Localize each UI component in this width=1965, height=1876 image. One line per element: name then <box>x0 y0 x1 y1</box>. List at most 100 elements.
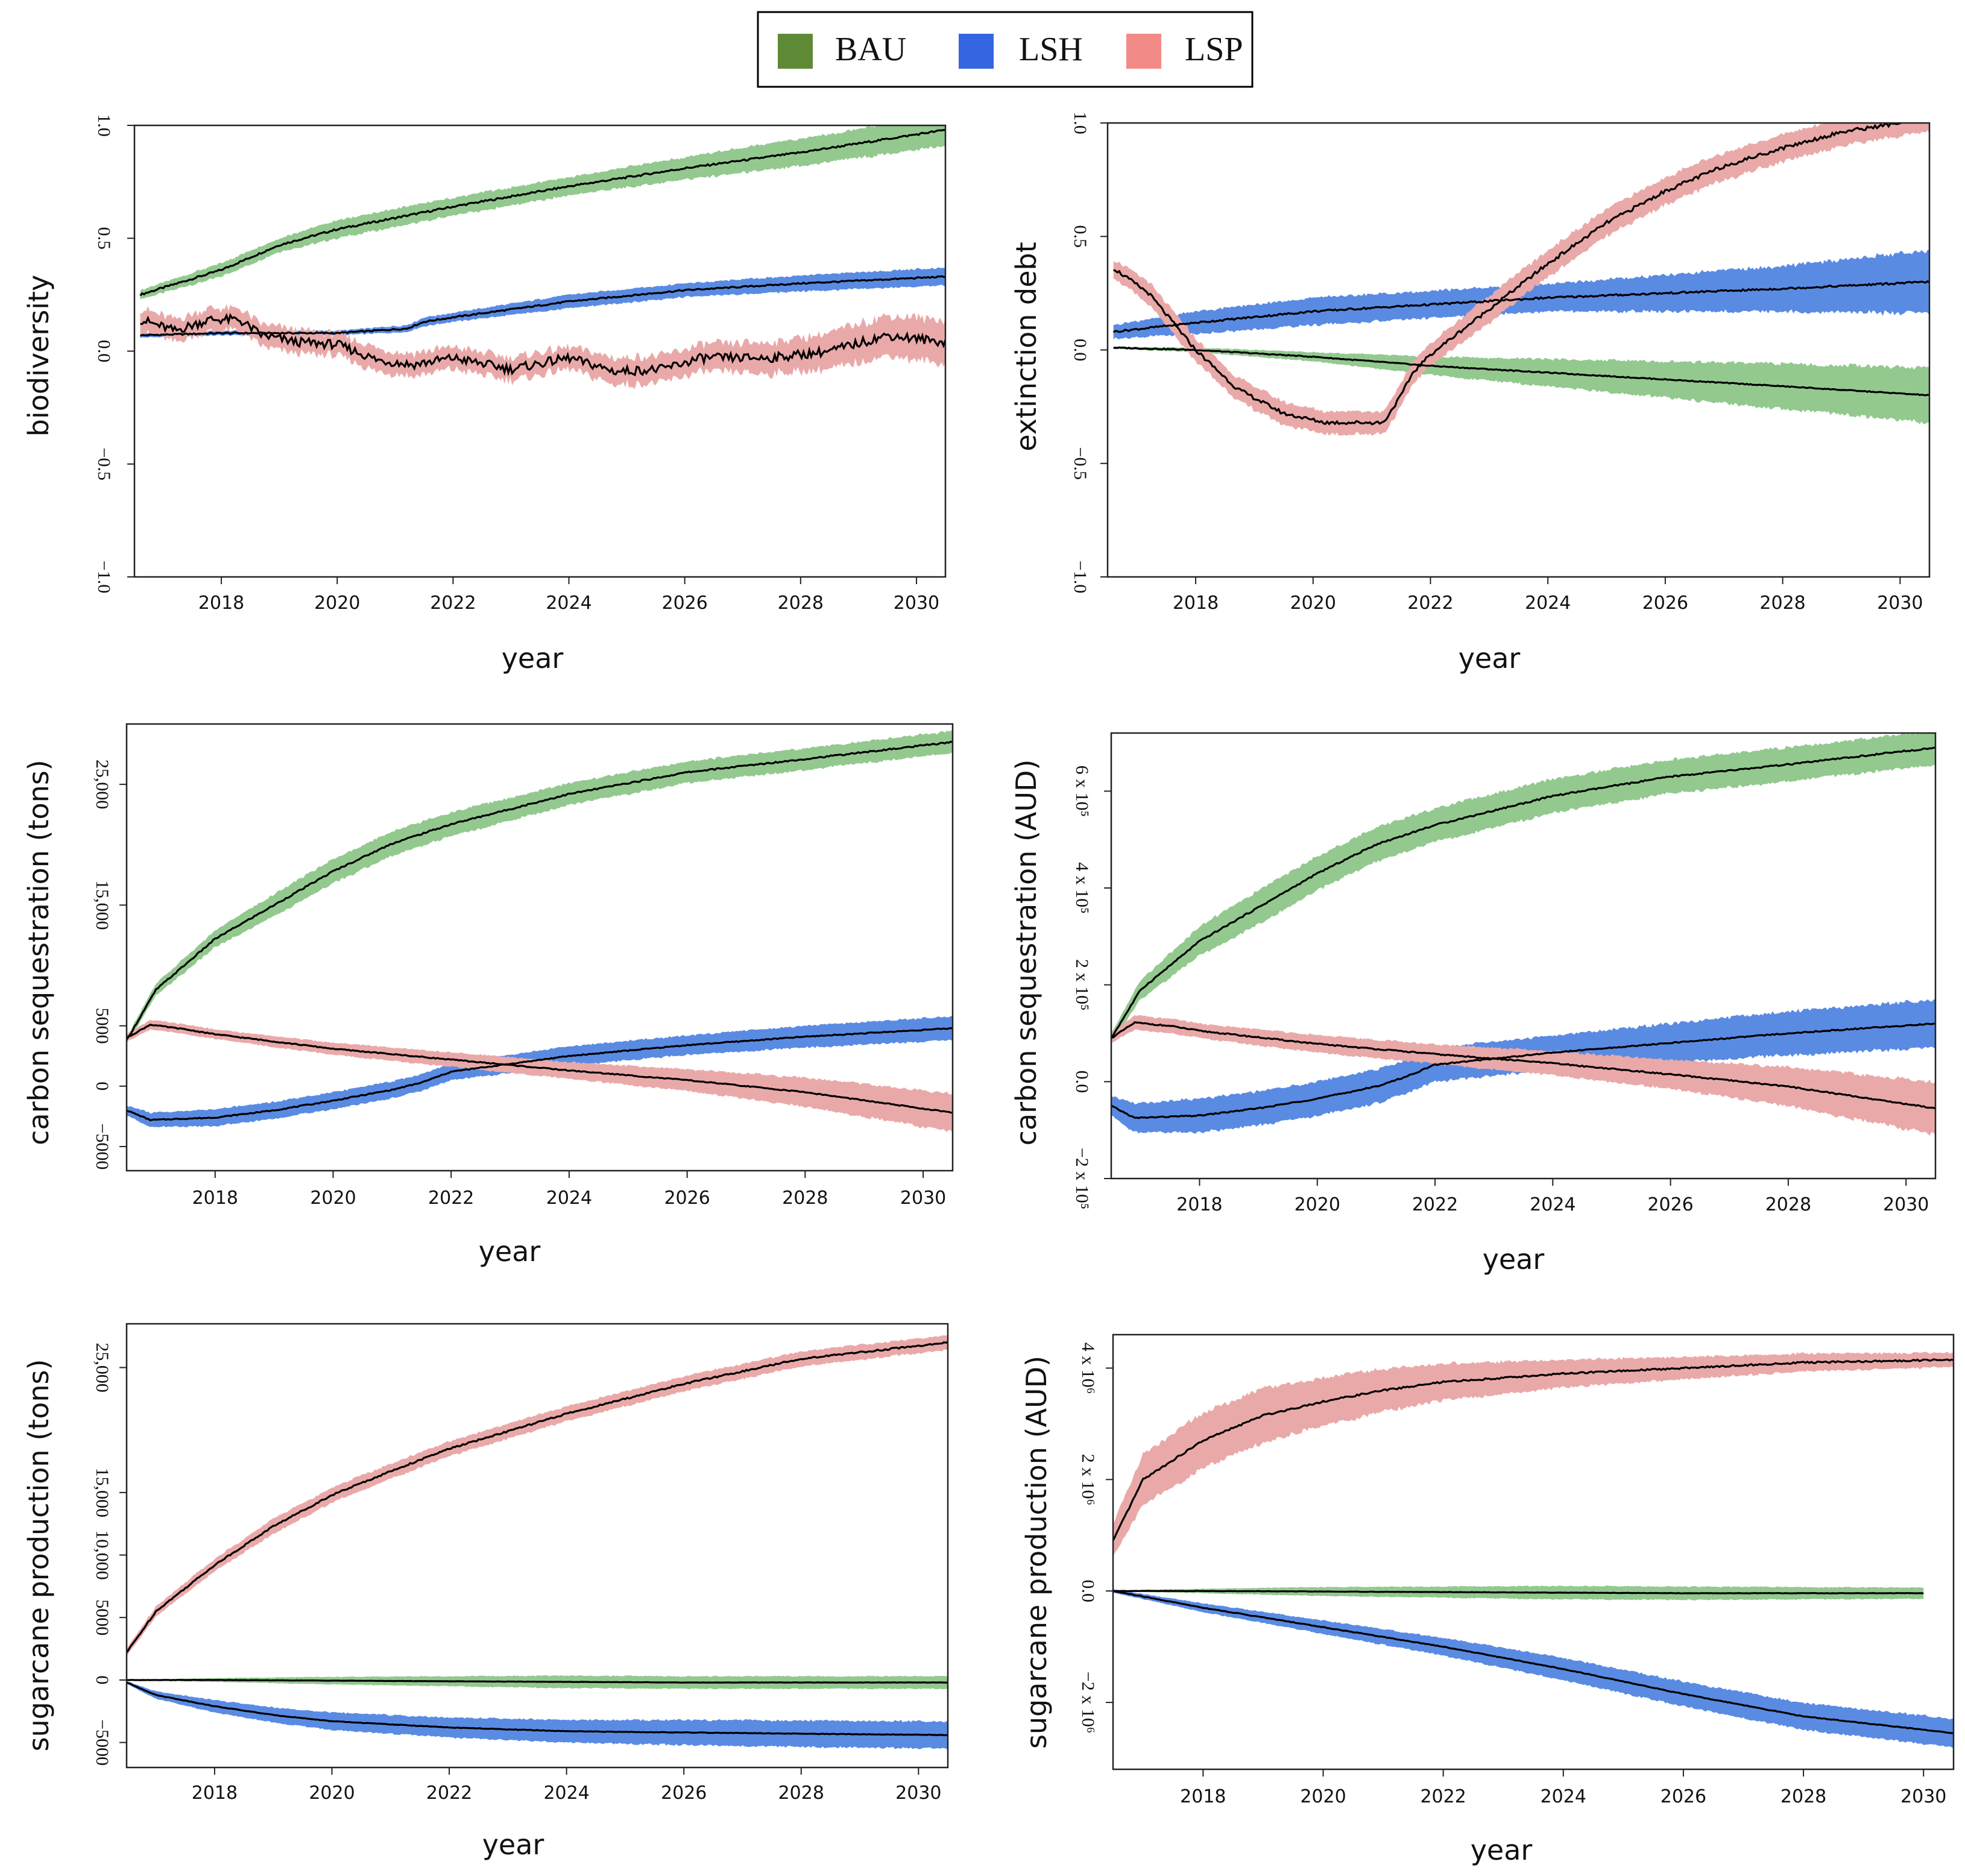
mean-line-lsp-carbon-tons <box>127 1023 953 1114</box>
y-tick-label: −5000 <box>92 1719 112 1766</box>
y-tick-label: 15,000 <box>92 1468 112 1518</box>
legend-box <box>757 11 1254 88</box>
x-tick-label: 2026 <box>1642 593 1688 614</box>
mean-line-lsp-sugarcane-tons <box>127 1341 948 1654</box>
mean-line-lsp-extinction-debt <box>1112 123 1920 426</box>
x-tick-label: 2030 <box>1877 593 1923 614</box>
plot-frame-carbon-aud <box>1110 732 1937 1180</box>
x-tick-label: 2020 <box>310 1188 356 1209</box>
legend-swatch-lsh <box>959 34 994 69</box>
panel-extinction-debt-ylabel: extinction debt <box>1010 242 1042 451</box>
mean-line-lsp-carbon-aud <box>1111 1021 1935 1110</box>
legend-swatch-bau <box>778 34 813 69</box>
panel-carbon-aud: carbon sequestration (AUD) year <box>1010 760 1544 1276</box>
chart-biodiversity: 2018 2020 2022 2024 2026 2028 2030 −1.0 −0.5 0.0 0… <box>94 114 947 614</box>
band-lsp-biodiversity <box>140 304 945 389</box>
y-tick-label: −0.5 <box>1070 447 1090 480</box>
y-tick-label: 0 <box>92 1675 112 1684</box>
legend-swatch-lsp <box>1126 34 1161 69</box>
mean-line-bau-sugarcane-aud <box>1113 1590 1924 1594</box>
panel-carbon-aud-xlabel: year <box>1483 1243 1545 1276</box>
panel-extinction-debt-xlabel: year <box>1459 642 1521 675</box>
band-bau-extinction-debt <box>1113 346 1929 424</box>
plot-area-extinction-debt <box>1112 123 1929 436</box>
mean-line-bau-biodiversity <box>139 128 945 297</box>
y-tick-label: 25,000 <box>92 760 112 810</box>
y-tick-label: 10,000 <box>92 1530 112 1580</box>
x-tick-label: 2018 <box>198 593 244 614</box>
y-tick-label: 0 <box>92 1081 112 1091</box>
mean-line-lsp-biodiversity <box>140 312 945 377</box>
chart-sugarcane-aud: 2018 2020 2022 2024 2026 2028 2030 −2 x 10⁶ 0.0 2… <box>1078 1333 1955 1807</box>
chart-carbon-aud: 2018 2020 2022 2024 2026 2028 2030 −2 x 10⁵ 0.0 2… <box>1072 732 1937 1215</box>
band-lsp-extinction-debt <box>1113 123 1929 436</box>
x-tick-label: 2030 <box>1900 1786 1946 1807</box>
chart-carbon-tons: 2018 2020 2022 2024 2026 2028 2030 −5000 0 5000 15… <box>92 723 954 1209</box>
mean-line-lsh-biodiversity <box>139 275 945 337</box>
y-tick-label: 15,000 <box>92 880 112 930</box>
panel-sugarcane-tons: sugarcane production (tons) year <box>22 1359 544 1861</box>
legend-label-lsp: LSP <box>1185 31 1243 68</box>
plot-frame-carbon-tons <box>125 723 954 1172</box>
plot-area-biodiversity <box>139 125 945 389</box>
x-tick-label: 2028 <box>782 1188 828 1209</box>
y-tick-label: 0.5 <box>94 227 114 250</box>
panel-biodiversity-xlabel: year <box>502 642 564 675</box>
x-tick-label: 2022 <box>428 1188 474 1209</box>
x-tick-label: 2022 <box>430 593 476 614</box>
x-tick-label: 2018 <box>192 1783 238 1804</box>
panel-carbon-tons: carbon sequestration (tons) year <box>22 760 540 1268</box>
y-tick-label: 0.0 <box>1078 1579 1098 1602</box>
x-tick-label: 2030 <box>900 1188 946 1209</box>
x-tick-label: 2024 <box>1541 1786 1586 1807</box>
plot-area-sugarcane-aud <box>1113 1352 1954 1748</box>
panel-sugarcane-aud: sugarcane production (AUD) year <box>1020 1356 1532 1866</box>
plot-frame-sugarcane-aud <box>1112 1333 1955 1771</box>
y-tick-label: 1.0 <box>94 114 114 137</box>
x-tick-label: 2026 <box>1661 1786 1706 1807</box>
y-tick-label: −0.5 <box>94 448 114 480</box>
x-tick-label: 2022 <box>1412 1194 1458 1215</box>
y-tick-label: 5000 <box>92 1599 112 1635</box>
x-tick-label: 2020 <box>1295 1194 1340 1215</box>
legend: BAU LSH LSP <box>757 11 1254 88</box>
panel-extinction-debt: extinction debt year <box>1010 242 1520 675</box>
band-lsp-carbon-aud <box>1111 1015 1935 1136</box>
x-tick-label: 2030 <box>894 593 939 614</box>
plot-area-sugarcane-tons <box>127 1334 948 1749</box>
panel-sugarcane-aud-ylabel: sugarcane production (AUD) <box>1020 1356 1053 1749</box>
y-tick-label: 4 x 10⁵ <box>1072 862 1092 913</box>
band-lsh-sugarcane-tons <box>127 1681 948 1749</box>
band-lsp-sugarcane-aud <box>1113 1352 1954 1557</box>
mean-line-lsh-carbon-tons <box>127 1027 953 1122</box>
mean-line-bau-carbon-aud <box>1111 746 1935 1039</box>
x-tick-label: 2024 <box>543 1783 589 1804</box>
band-bau-carbon-tons <box>127 731 953 1043</box>
legend-label-bau: BAU <box>835 31 906 68</box>
panel-biodiversity: biodiversity year <box>22 275 563 675</box>
y-tick-label: 25,000 <box>92 1342 112 1393</box>
x-tick-label: 2024 <box>546 1188 592 1209</box>
y-tick-label: 0.0 <box>1072 1071 1092 1094</box>
band-lsp-sugarcane-tons <box>127 1334 948 1657</box>
y-tick-label: 0.0 <box>94 340 114 363</box>
y-tick-label: 4 x 10⁶ <box>1078 1342 1098 1394</box>
panel-carbon-tons-ylabel: carbon sequestration (tons) <box>22 760 55 1145</box>
x-tick-label: 2018 <box>192 1188 238 1209</box>
band-lsh-biodiversity <box>140 267 945 338</box>
mean-line-lsh-carbon-aud <box>1111 1022 1935 1119</box>
chart-sugarcane-tons: 2018 2020 2022 2024 2026 2028 2030 −5000 0 5000 10… <box>92 1323 949 1804</box>
x-tick-label: 2022 <box>1407 593 1453 614</box>
x-tick-label: 2024 <box>546 593 591 614</box>
x-tick-label: 2028 <box>778 593 824 614</box>
x-tick-label: 2026 <box>661 1783 707 1804</box>
x-tick-label: 2020 <box>309 1783 355 1804</box>
legend-label-lsh: LSH <box>1019 31 1083 68</box>
x-tick-label: 2030 <box>1883 1194 1929 1215</box>
x-tick-label: 2018 <box>1180 1786 1226 1807</box>
y-tick-label: 2 x 10⁵ <box>1072 959 1092 1010</box>
mean-line-lsp-sugarcane-aud <box>1113 1358 1954 1541</box>
x-tick-label: 2030 <box>895 1783 941 1804</box>
x-tick-label: 2024 <box>1530 1194 1575 1215</box>
mean-line-lsh-extinction-debt <box>1112 280 1929 333</box>
